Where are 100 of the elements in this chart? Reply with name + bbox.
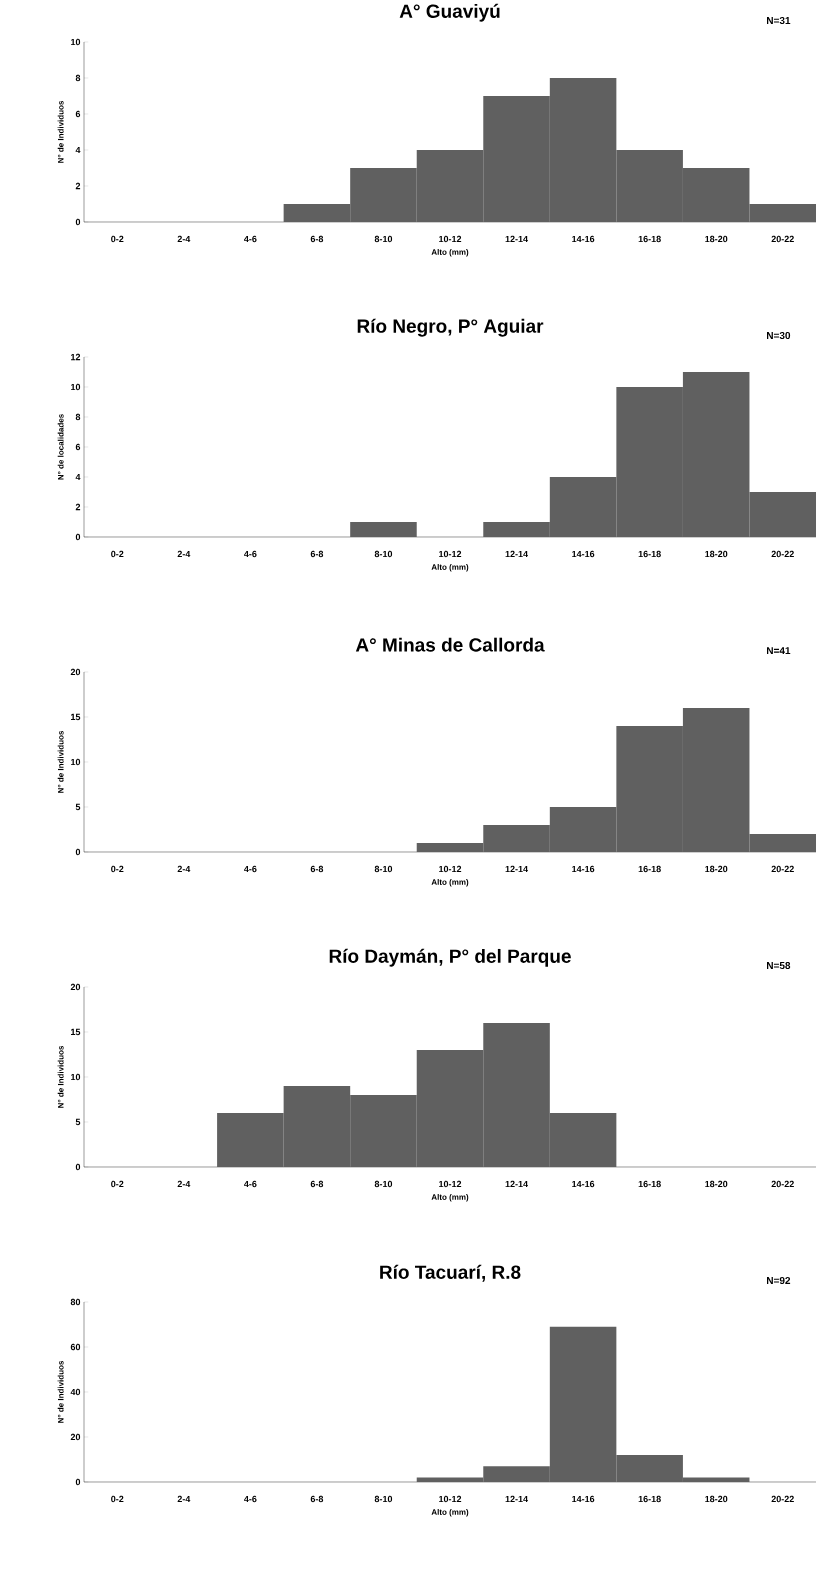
x-tick-label: 8-10 [374,1180,393,1188]
x-tick-label: 16-18 [638,1180,661,1188]
y-axis-title: N° de Individuos [57,1360,64,1423]
y-tick-label: 0 [75,1163,81,1171]
chart-title: A° Minas de Callorda [355,637,545,652]
x-tick-label: 14-16 [572,1180,595,1188]
y-tick-label: 6 [75,110,81,118]
x-tick-label: 12-14 [505,550,528,558]
y-axis-title: N° de localidades [57,414,64,480]
text: N=58 [767,961,791,970]
y-tick-label: 5 [75,1118,81,1126]
x-tick-label: 16-18 [638,865,661,873]
y-tick-label: 6 [75,443,81,451]
y-axis-title: N° de Individuos [57,1045,64,1108]
x-tick-label: 14-16 [572,550,595,558]
x-tick-label: 2-4 [177,1495,191,1503]
chart-title: Río Negro, P° Aguiar [357,318,544,337]
x-axis-title: Alto (mm) [431,1509,469,1517]
chart-title: Río Tacuarí, R.8 [380,1264,521,1282]
y-tick-label: 10 [71,38,81,46]
y-tick-label: 80 [70,1298,81,1306]
y-tick-label: 10 [71,1073,81,1081]
x-tick-label: 8-10 [374,1495,393,1503]
y-tick-label: 2 [75,182,81,190]
y-tick-label: 4 [75,473,81,481]
x-tick-label: 4-6 [244,865,257,873]
y-tick-label: 5 [75,803,81,811]
x-tick-label: 0-2 [111,1180,124,1188]
text: N=31 [767,16,791,25]
x-tick-label: 12-14 [505,865,528,873]
x-tick-label: 20-22 [771,1495,794,1503]
x-tick-label: 18-20 [705,865,728,873]
y-tick-label: 4 [75,146,81,154]
y-tick-label: 20 [70,668,81,676]
x-tick-label: 18-20 [705,1495,728,1503]
x-tick-label: 10-12 [439,1495,462,1503]
y-tick-label: 8 [75,74,81,82]
x-axis-title: Alto (mm) [431,249,469,257]
y-tick-label: 12 [71,353,81,361]
x-tick-label: 6-8 [310,550,324,558]
x-tick-label: 4-6 [244,235,257,243]
x-tick-label: 0-2 [111,550,124,558]
x-tick-label: 6-8 [310,865,324,873]
x-tick-label: 20-22 [771,1180,794,1188]
y-tick-label: 0 [75,218,81,226]
x-tick-label: 20-22 [771,235,794,243]
x-tick-label: 4-6 [244,1495,257,1503]
y-tick-label: 20 [70,1433,81,1441]
y-tick-label: 60 [70,1343,81,1351]
x-tick-label: 4-6 [244,1180,257,1188]
x-tick-label: 8-10 [374,550,393,558]
y-tick-label: 10 [71,758,81,766]
x-tick-label: 14-16 [572,1495,595,1503]
x-tick-label: 10-12 [439,235,462,243]
x-tick-label: 6-8 [310,1180,324,1188]
y-tick-label: 15 [71,713,81,721]
x-tick-label: 2-4 [177,550,191,558]
x-tick-label: 18-20 [705,235,728,243]
y-tick-label: 10 [71,383,81,391]
x-tick-label: 10-12 [439,1180,462,1188]
x-axis-title: Alto (mm) [431,564,469,572]
y-axis-title: N° de Individuos [57,100,64,163]
x-tick-label: 12-14 [505,1180,528,1188]
x-tick-label: 12-14 [505,1495,528,1503]
bar [350,521,417,537]
text: N=41 [767,647,791,655]
x-tick-label: 4-6 [244,550,257,558]
x-tick-label: 0-2 [111,235,124,243]
x-tick-label: 2-4 [177,1180,191,1188]
y-tick-label: 15 [71,1028,81,1036]
x-tick-label: 0-2 [111,1495,124,1503]
x-tick-label: 12-14 [505,235,528,243]
y-tick-label: 20 [70,983,81,991]
x-tick-label: 16-18 [638,1495,661,1503]
x-tick-label: 18-20 [705,1180,728,1188]
x-tick-label: 16-18 [638,235,661,243]
y-tick-label: 8 [75,413,81,421]
y-tick-label: 40 [70,1388,81,1396]
text: N=92 [767,1276,791,1285]
x-tick-label: 16-18 [638,550,661,558]
y-tick-label: 0 [75,533,81,541]
x-tick-label: 8-10 [374,235,393,243]
y-tick-label: 2 [75,503,81,511]
x-axis-title: Alto (mm) [431,1194,469,1202]
y-tick-label: 0 [75,848,81,856]
x-tick-label: 20-22 [771,550,794,558]
chart-title: A° Guaviyú [399,3,500,22]
chart-title: Río Daymán, P° del Parque [329,948,571,967]
y-axis-title: N° de Individuos [57,730,64,793]
x-tick-label: 6-8 [310,235,324,243]
x-axis-title: Alto (mm) [431,879,469,887]
x-tick-label: 2-4 [177,235,191,243]
x-tick-label: 14-16 [572,865,595,873]
x-tick-label: 18-20 [705,550,728,558]
x-tick-label: 10-12 [439,865,462,873]
y-tick-label: 0 [75,1478,81,1486]
x-tick-label: 10-12 [439,550,462,558]
x-tick-label: 2-4 [177,865,191,873]
x-tick-label: 8-10 [374,865,393,873]
x-tick-label: 14-16 [572,235,595,243]
